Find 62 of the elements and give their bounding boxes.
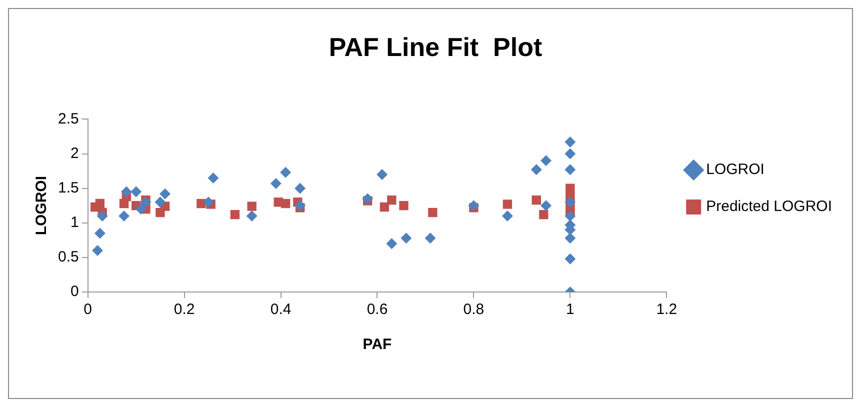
point: [135, 204, 146, 215]
point: [230, 210, 240, 220]
point: [564, 136, 576, 148]
point: [280, 166, 292, 178]
x-tick-label: 0.2: [174, 301, 195, 318]
point: [564, 148, 576, 160]
x-tick-label: 0.4: [270, 301, 292, 318]
point: [502, 210, 513, 222]
x-tick-label: 0.8: [463, 301, 484, 318]
point: [92, 245, 103, 256]
point: [294, 182, 306, 194]
point: [564, 164, 576, 176]
point: [130, 186, 142, 198]
point: [424, 232, 436, 244]
point: [376, 168, 388, 180]
point: [564, 232, 576, 244]
point: [380, 202, 390, 212]
point: [428, 208, 438, 218]
x-tick-label: 0.6: [366, 301, 388, 318]
y-axis-title: LOGROI: [33, 176, 50, 236]
legend-label: LOGROI: [706, 161, 764, 178]
point: [530, 164, 542, 176]
point: [281, 198, 290, 208]
point: [140, 196, 152, 208]
point: [399, 201, 408, 210]
chart-title: PAF Line Fit Plot: [328, 32, 542, 62]
x-axis-title: PAF: [362, 336, 392, 354]
point: [208, 172, 219, 184]
point: [202, 196, 214, 208]
y-tick-label: 0.5: [58, 248, 79, 266]
point: [387, 195, 396, 205]
point: [540, 200, 552, 212]
legend-label: Predicted LOGROI: [706, 198, 832, 216]
point: [118, 210, 130, 222]
point: [539, 210, 548, 220]
x-tick-label: 1.2: [656, 301, 678, 318]
point: [400, 232, 412, 244]
point: [564, 210, 576, 222]
point: [246, 210, 258, 222]
y-tick-label: 2.5: [58, 110, 79, 128]
y-tick-label: 1: [70, 214, 79, 232]
y-tick-label: 2: [70, 144, 79, 162]
y-tick-label: 0: [70, 283, 79, 300]
point: [564, 253, 576, 264]
point: [468, 200, 480, 212]
point: [362, 193, 374, 204]
x-tick-label: 0: [84, 301, 92, 318]
point: [96, 210, 108, 222]
point: [94, 228, 106, 239]
point: [386, 238, 398, 250]
point: [502, 200, 512, 209]
point: [540, 155, 552, 166]
y-tick-label: 1.5: [58, 179, 79, 196]
point: [294, 200, 306, 212]
point: [120, 186, 132, 198]
x-tick-label: 1: [566, 301, 574, 318]
point: [270, 178, 282, 189]
point: [247, 202, 256, 211]
point: [160, 188, 171, 200]
point: [532, 195, 541, 205]
point: [95, 198, 105, 208]
point: [154, 196, 166, 208]
